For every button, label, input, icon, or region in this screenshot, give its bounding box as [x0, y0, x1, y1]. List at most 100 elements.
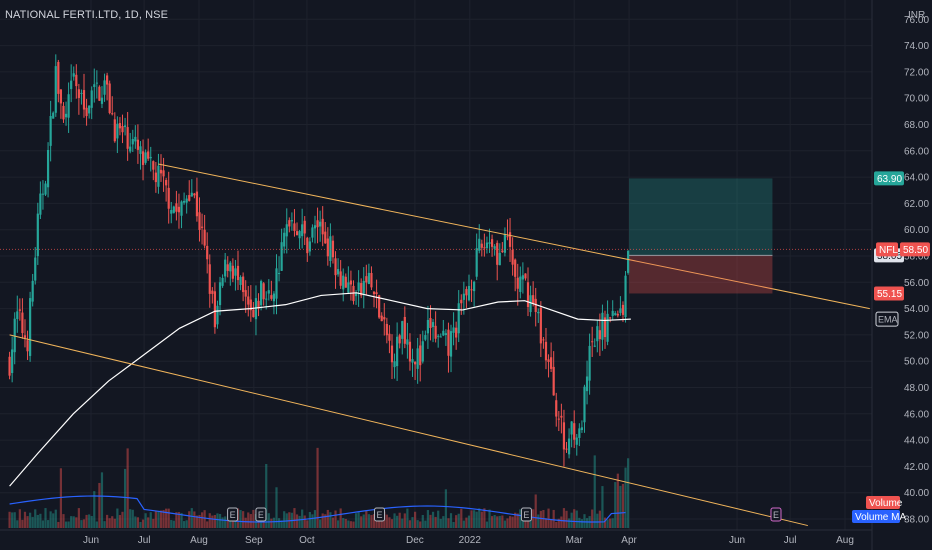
volume-bar: [378, 520, 381, 528]
volume-bar: [370, 515, 373, 528]
candle-body: [537, 311, 540, 314]
candle-body: [100, 97, 104, 104]
volume-bar: [352, 521, 355, 528]
volume-bar: [593, 455, 596, 528]
volume-bar: [514, 512, 517, 528]
volume-bar: [111, 516, 114, 528]
volume-bar: [421, 514, 424, 528]
volume-bar: [434, 516, 437, 528]
candlesticks: [8, 54, 630, 467]
x-tick-label: Apr: [621, 535, 637, 546]
candle-body: [614, 313, 617, 316]
volume-bar: [216, 513, 219, 528]
candle-body: [408, 341, 412, 362]
volume-bar: [580, 519, 584, 528]
symbol-title[interactable]: NATIONAL FERTI.LTD, 1D, NSE: [5, 9, 169, 21]
volume-bar: [226, 520, 229, 528]
candle-body: [521, 275, 524, 280]
candle-body: [596, 326, 599, 342]
volume-bar: [100, 472, 104, 528]
volume-bar: [162, 509, 165, 528]
candle-body: [498, 252, 501, 266]
candle-body: [585, 376, 589, 392]
candle-body: [319, 221, 322, 227]
volume-bars: [8, 447, 630, 528]
volume-bar: [529, 517, 532, 528]
y-tick-label: 56.00: [904, 278, 929, 289]
candle-body: [344, 276, 347, 288]
volume-bar: [388, 517, 391, 528]
volume-bar: [311, 514, 314, 528]
candle-body: [144, 152, 147, 163]
volume-bar: [21, 519, 24, 528]
y-tick-label: 70.00: [904, 94, 929, 105]
volume-bar: [144, 513, 147, 528]
volume-bar: [362, 514, 365, 528]
volume-bar: [419, 521, 422, 528]
candle-body: [123, 125, 127, 128]
candle-body: [483, 247, 486, 249]
x-tick-label: Sep: [245, 535, 263, 546]
candle-body: [52, 112, 55, 119]
price-tag-bg: [874, 286, 904, 301]
candle-body: [257, 300, 260, 309]
volume-bar: [221, 517, 224, 528]
volume-bar: [367, 514, 370, 528]
volume-bar: [11, 512, 14, 528]
candle-body: [131, 138, 134, 145]
volume-bar: [398, 512, 401, 528]
volume-bar: [59, 468, 63, 528]
candle-body: [224, 259, 227, 277]
candle-body: [457, 303, 460, 334]
volume-bar: [460, 508, 463, 528]
candle-body: [136, 139, 140, 150]
candle-body: [283, 232, 286, 247]
candle-body: [490, 239, 494, 247]
candle-body: [134, 136, 137, 142]
candle-body: [262, 283, 265, 300]
candle-body: [306, 237, 309, 254]
candle-body: [313, 225, 317, 229]
candle-body: [49, 116, 52, 146]
candle-body: [544, 341, 548, 361]
candle-body: [347, 282, 350, 293]
volume-bar: [390, 519, 394, 528]
candle-body: [565, 448, 568, 450]
candle-body: [580, 427, 584, 431]
candle-body: [514, 259, 517, 277]
candle-body: [342, 275, 345, 290]
ema-tag-label: EMA: [878, 315, 898, 325]
volume-bar: [242, 511, 245, 528]
volume-bar: [198, 515, 201, 528]
volume-bar: [375, 516, 378, 528]
volume-bar: [609, 518, 612, 528]
volume-bar: [75, 517, 78, 528]
candle-body: [177, 206, 181, 213]
volume-bar: [123, 468, 127, 528]
volume-bar: [57, 521, 60, 528]
volume-bar: [257, 521, 260, 528]
volume-bar: [267, 513, 270, 528]
candle-body: [203, 229, 206, 246]
candle-body: [77, 89, 80, 98]
ema-tag-bg: [875, 311, 899, 327]
volume-bar: [598, 510, 601, 528]
candle-body: [567, 438, 571, 455]
volume-bar: [26, 516, 29, 528]
candle-body: [88, 105, 91, 114]
x-tick-label: 2022: [459, 535, 482, 546]
volume-bar: [249, 514, 252, 528]
candle-body: [503, 233, 507, 253]
volume-bar: [467, 515, 471, 528]
volume-bar: [308, 511, 311, 528]
volume-bar: [203, 510, 206, 528]
candle-body: [95, 82, 98, 84]
volume-bar: [449, 513, 453, 528]
volume-bar: [265, 463, 268, 528]
candle-body: [36, 213, 39, 257]
volume-bar: [23, 511, 27, 528]
candle-body: [16, 311, 19, 320]
volume-bar: [393, 513, 396, 528]
volume-bar: [619, 485, 622, 528]
